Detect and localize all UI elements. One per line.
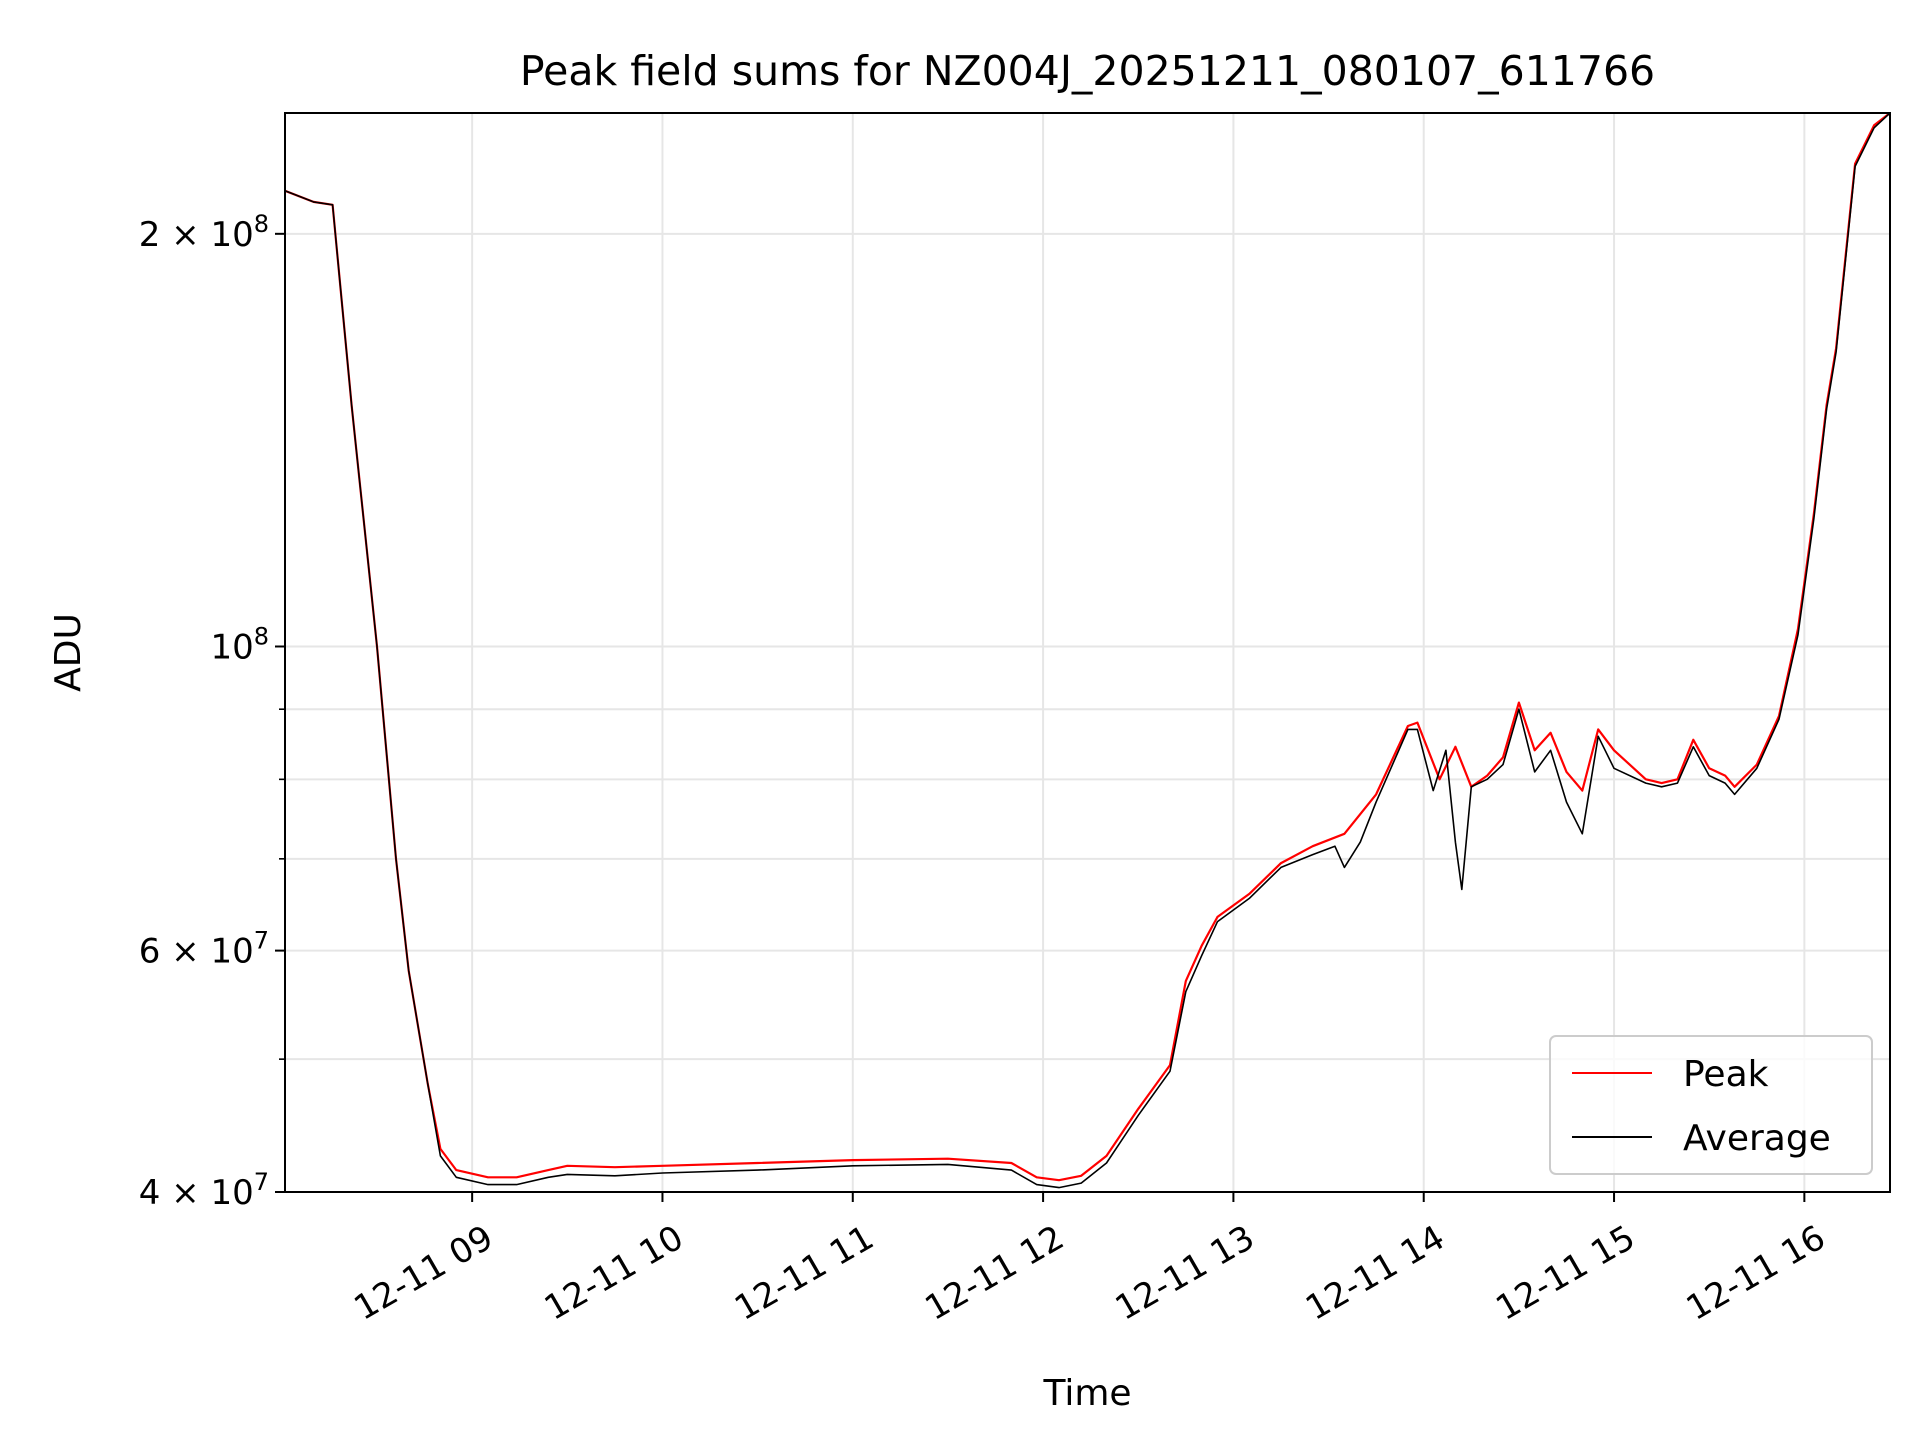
- legend-box: [1549, 1035, 1873, 1175]
- y-tick-label: 108: [210, 622, 269, 667]
- y-tick-label: 4 × 107: [139, 1168, 269, 1213]
- chart-title: Peak field sums for NZ004J_20251211_0801…: [520, 47, 1655, 95]
- y-tick-label: 6 × 107: [139, 927, 269, 972]
- series-layer: [285, 113, 1890, 1189]
- series-line-average: [285, 113, 1890, 1189]
- y-axis-label: ADU: [48, 613, 89, 692]
- series-line-peak: [285, 113, 1890, 1182]
- plot-frame: [284, 112, 1891, 1193]
- y-tick-label: 2 × 108: [139, 210, 269, 255]
- legend-label-average: Average: [1683, 1118, 1831, 1159]
- legend: Peak Average: [1549, 1035, 1873, 1175]
- x-axis-label: Time: [1042, 1373, 1131, 1414]
- legend-label-peak: Peak: [1683, 1054, 1769, 1095]
